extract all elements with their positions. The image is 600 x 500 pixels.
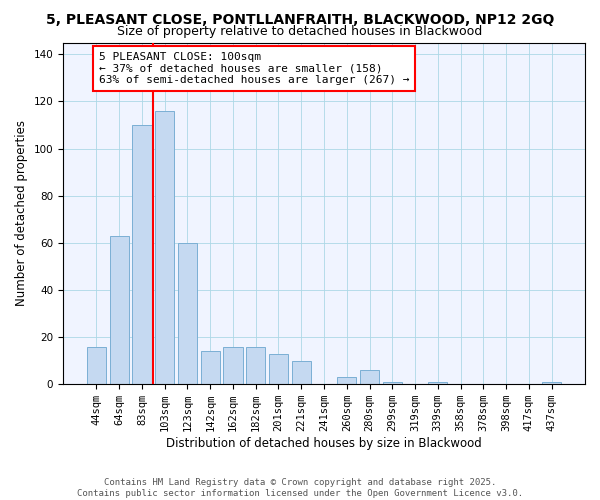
Bar <box>360 370 379 384</box>
Bar <box>292 360 311 384</box>
Bar <box>87 346 106 384</box>
Bar <box>223 346 242 384</box>
Bar <box>200 351 220 384</box>
Text: 5, PLEASANT CLOSE, PONTLLANFRAITH, BLACKWOOD, NP12 2GQ: 5, PLEASANT CLOSE, PONTLLANFRAITH, BLACK… <box>46 12 554 26</box>
Bar <box>110 236 129 384</box>
Text: Size of property relative to detached houses in Blackwood: Size of property relative to detached ho… <box>118 25 482 38</box>
Text: Contains HM Land Registry data © Crown copyright and database right 2025.
Contai: Contains HM Land Registry data © Crown c… <box>77 478 523 498</box>
Bar <box>542 382 561 384</box>
Bar <box>246 346 265 384</box>
Bar <box>337 377 356 384</box>
Bar <box>269 354 288 384</box>
Bar <box>155 111 175 384</box>
Text: 5 PLEASANT CLOSE: 100sqm
← 37% of detached houses are smaller (158)
63% of semi-: 5 PLEASANT CLOSE: 100sqm ← 37% of detach… <box>99 52 409 85</box>
Bar <box>383 382 402 384</box>
X-axis label: Distribution of detached houses by size in Blackwood: Distribution of detached houses by size … <box>166 437 482 450</box>
Y-axis label: Number of detached properties: Number of detached properties <box>15 120 28 306</box>
Bar <box>132 125 152 384</box>
Bar <box>428 382 448 384</box>
Bar <box>178 243 197 384</box>
